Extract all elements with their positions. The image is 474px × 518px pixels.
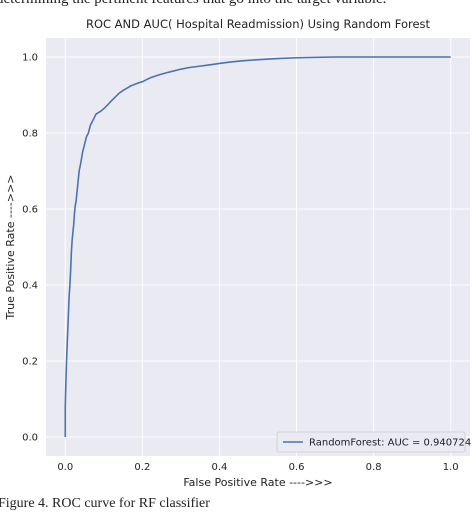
x-tick-label: 0.6: [289, 462, 305, 473]
legend-box: [276, 431, 466, 453]
page-body-text-top: determining the pertinent features that …: [0, 0, 474, 13]
x-axis-label: False Positive Rate ---->>>: [183, 476, 332, 489]
x-tick-labels: 0.0 0.2 0.4 0.6 0.8 1.0: [57, 462, 458, 473]
y-tick-label: 0.4: [22, 281, 38, 292]
plot-area: [46, 38, 470, 456]
figure-caption: Figure 4. ROC curve for RF classifier: [0, 496, 210, 511]
x-tick-label: 0.0: [57, 462, 73, 473]
legend-label: RandomForest: AUC = 0.940724: [309, 438, 471, 449]
y-tick-label: 0.6: [22, 205, 38, 216]
y-tick-label: 1.0: [22, 53, 38, 64]
legend: RandomForest: AUC = 0.940724: [276, 431, 471, 453]
x-tick-label: 0.2: [134, 462, 150, 473]
roc-curve-line: [64, 56, 451, 437]
y-tick-label: 0.2: [22, 357, 38, 368]
y-axis-label: True Positive Rate ---->>>: [4, 174, 17, 320]
chart-title: ROC AND AUC( Hospital Readmission) Using…: [86, 17, 431, 31]
roc-chart: 0.0 0.2 0.4 0.6 0.8 1.0 0.0 0.2 0.4 0.6 0.8 1.0 RO…: [4, 17, 471, 489]
y-tick-label: 0.8: [22, 129, 38, 140]
x-tick-label: 1.0: [443, 462, 459, 473]
x-tick-label: 0.4: [212, 462, 228, 473]
y-tick-label: 0.0: [22, 433, 38, 444]
y-tick-labels: 0.0 0.2 0.4 0.6 0.8 1.0: [22, 53, 38, 444]
x-tick-label: 0.8: [366, 462, 382, 473]
